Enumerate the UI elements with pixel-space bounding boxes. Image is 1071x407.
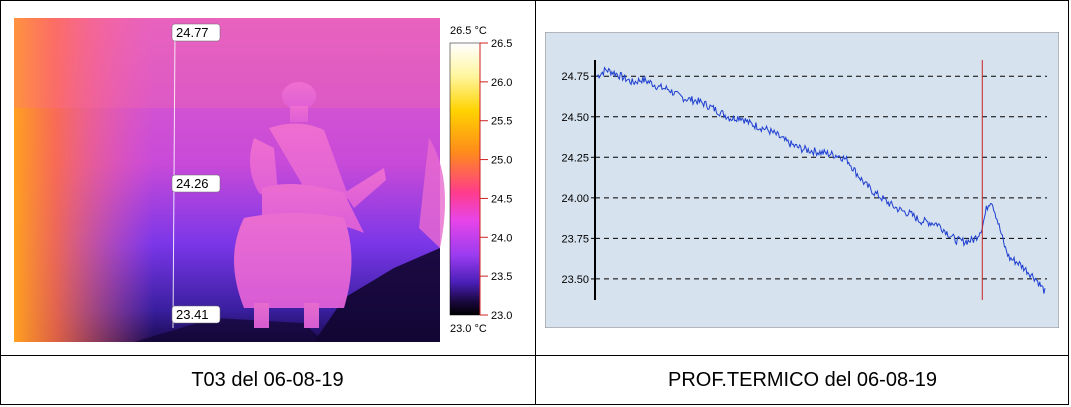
scale-tick-label: 24.5 [491, 193, 512, 205]
y-tick-label: 23.50 [561, 274, 589, 286]
scale-tick-label: 23.5 [491, 271, 512, 283]
scale-tick-label: 26.0 [491, 77, 512, 89]
caption-thermal-profile: PROF.TERMICO del 06-08-19 [668, 369, 937, 391]
scale-min-label: 23.0 °C [450, 323, 487, 335]
caption-thermal-image: T03 del 06-08-19 [191, 369, 344, 391]
y-tick-label: 23.75 [561, 233, 589, 245]
column-divider [535, 0, 536, 405]
thermal-image-panel: 24.77 24.26 23.41 26.5 °C 23.0 °C 26.5 26.0… [14, 18, 512, 342]
thermal-profile-chart: 24.75 24.50 24.25 24.00 23.75 23.50 [545, 32, 1059, 328]
scale-tick-label: 25.5 [491, 116, 512, 128]
line-reading-3: 23.41 [171, 305, 221, 324]
color-scale: 26.5 °C 23.0 °C 26.5 26.0 25.5 25.0 24.5 24.0… [449, 25, 512, 335]
scale-tick-label: 23.0 [491, 310, 512, 322]
scale-tick-label: 25.0 [491, 155, 512, 167]
scale-max-label: 26.5 °C [450, 25, 487, 37]
y-tick-label: 24.00 [561, 193, 589, 205]
row-divider [0, 355, 1069, 356]
thermal-image [14, 18, 446, 342]
person-silhouette [234, 82, 386, 328]
line-reading-1: 24.77 [171, 23, 221, 42]
y-tick-label: 24.50 [561, 112, 589, 124]
scale-tick-label: 26.5 [491, 38, 512, 50]
svg-text:23.41: 23.41 [176, 307, 209, 322]
temperature-profile-line [596, 66, 1046, 294]
svg-text:24.26: 24.26 [176, 176, 209, 191]
scale-tick-label: 24.0 [491, 232, 512, 244]
y-tick-label: 24.25 [561, 152, 589, 164]
svg-text:24.77: 24.77 [176, 25, 209, 40]
y-tick-label: 24.75 [561, 71, 589, 83]
line-reading-2: 24.26 [171, 174, 221, 193]
